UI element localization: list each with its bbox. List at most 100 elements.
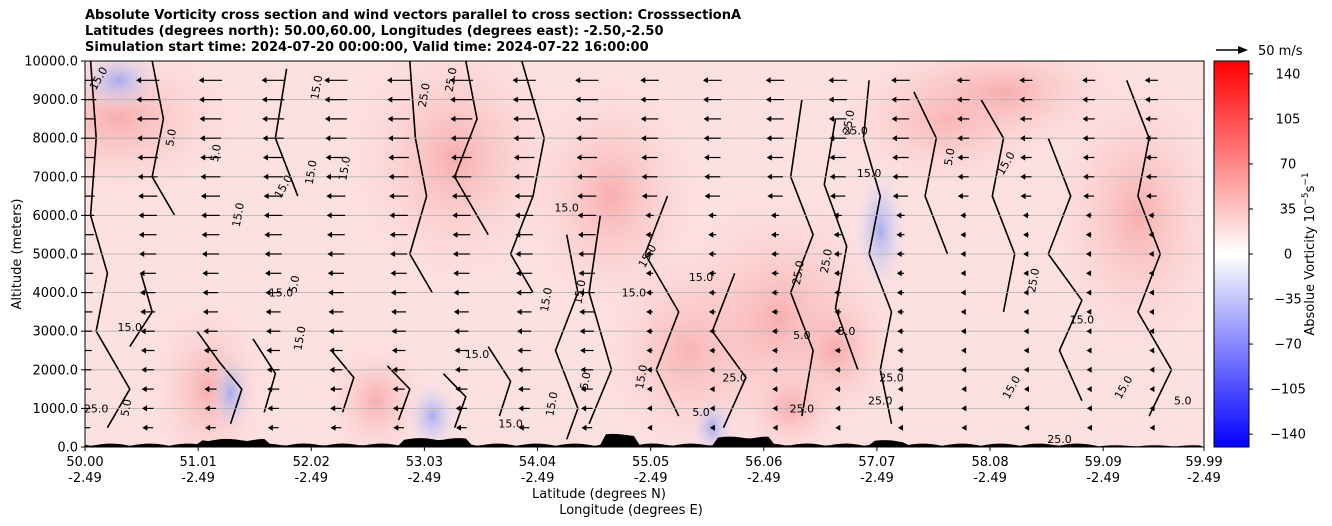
x-tick-label-lat: 53.03 <box>406 455 443 470</box>
wind-vector <box>138 231 157 238</box>
wind-vector <box>829 154 846 161</box>
contour-label: 15.0 <box>291 325 308 351</box>
wind-vector <box>576 154 598 161</box>
wind-vector <box>1145 115 1158 122</box>
contour-label: 25.0 <box>443 66 460 92</box>
wind-vector <box>137 135 159 142</box>
x-tick-label-lat: 59.09 <box>1085 455 1122 470</box>
contour-label: 15.0 <box>118 321 143 334</box>
wind-vector <box>1082 135 1095 142</box>
x-tick-label-lat: 50.00 <box>66 455 103 470</box>
x-tick-label-lat: 51.01 <box>180 455 217 470</box>
wind-vector <box>1023 347 1029 354</box>
contour-label: 5.0 <box>118 398 134 417</box>
wind-vector <box>1086 405 1092 412</box>
wind-vector <box>891 115 910 122</box>
wind-vector <box>580 347 594 354</box>
wind-vector <box>85 253 94 255</box>
wind-vector <box>267 386 280 393</box>
wind-vector <box>138 212 157 219</box>
wind-vector <box>957 193 969 200</box>
contour-line-8 <box>711 273 747 429</box>
wind-vector <box>828 96 847 103</box>
wind-vector <box>766 154 784 161</box>
wind-vector <box>199 115 222 122</box>
wind-vector <box>1083 173 1095 180</box>
wind-vector <box>265 270 282 277</box>
field-shade-12 <box>855 170 906 291</box>
wind-vector <box>514 212 534 219</box>
wind-vector <box>960 270 966 277</box>
wind-vector <box>1145 173 1157 180</box>
wind-vector <box>1149 424 1155 431</box>
wind-vector <box>140 328 155 335</box>
wind-vector <box>709 328 716 335</box>
wind-vector <box>1019 96 1033 103</box>
wind-vector <box>85 427 91 429</box>
contour-line-16 <box>196 330 243 425</box>
x-tick-label-lon: -2.49 <box>634 471 668 486</box>
wind-vector <box>325 154 347 161</box>
colorbar-tick-label: −140 <box>1270 428 1306 443</box>
wind-vector <box>771 231 779 238</box>
wind-vector <box>704 154 721 161</box>
wind-vector <box>641 135 659 142</box>
wind-vector <box>140 347 155 354</box>
wind-vector <box>647 424 653 431</box>
x-tick-label-lon: -2.49 <box>408 471 442 486</box>
wind-vector <box>265 289 281 296</box>
wind-vector <box>1085 251 1092 257</box>
wind-vector <box>452 251 470 257</box>
contour-label: 15.0 <box>303 159 320 185</box>
wind-vector <box>829 173 846 180</box>
wind-vector <box>1149 386 1155 393</box>
contour-label: 25.0 <box>840 109 857 135</box>
wind-vector <box>453 270 470 277</box>
wind-vector <box>646 347 653 354</box>
wind-vector <box>266 366 280 373</box>
wind-vector <box>709 386 715 393</box>
wind-vector <box>85 407 91 409</box>
wind-vector <box>265 308 281 315</box>
wind-vector <box>771 251 779 257</box>
wind-vector <box>766 135 784 142</box>
wind-vector <box>263 212 283 219</box>
contour-line-3 <box>453 61 489 236</box>
wind-vector <box>1020 193 1032 200</box>
wind-vector <box>517 347 531 354</box>
wind-vector <box>645 270 654 277</box>
wind-vector <box>201 212 220 219</box>
wind-vector <box>85 234 94 236</box>
wind-vector <box>641 193 658 200</box>
wind-vector <box>452 212 471 219</box>
wind-vector <box>85 311 93 313</box>
wind-vector <box>834 347 841 354</box>
wind-vector <box>390 289 407 296</box>
wind-vector <box>266 328 281 335</box>
wind-vector <box>388 154 409 161</box>
contour-line-19 <box>386 365 411 421</box>
contour-line-20 <box>442 373 467 428</box>
contour-label: 5.0 <box>838 325 856 338</box>
wind-vector <box>957 115 970 122</box>
title-line-3: Simulation start time: 2024-07-20 00:00:… <box>85 40 649 55</box>
wind-vector <box>1023 386 1029 393</box>
wind-vector <box>834 366 841 373</box>
wind-vector <box>834 386 841 393</box>
contour-line-21 <box>487 346 512 417</box>
wind-vector <box>897 328 904 335</box>
wind-vector <box>575 77 599 84</box>
wind-vector <box>85 330 93 332</box>
wind-vector <box>1023 289 1029 296</box>
wind-vector <box>771 308 779 315</box>
x-tick-label-lat: 55.05 <box>632 455 669 470</box>
wind-vector <box>517 366 531 373</box>
contour-line-17 <box>252 338 277 413</box>
wind-vector <box>85 176 95 178</box>
colorbar-ticks: 140 105 70 35 0 −35 −70 −105 −140 <box>1249 67 1306 443</box>
wind-vector <box>138 193 158 200</box>
wind-vector <box>771 289 779 296</box>
wind-vector <box>834 270 842 277</box>
contour-label: 15.0 <box>230 202 247 228</box>
field-shade-13 <box>210 352 251 433</box>
